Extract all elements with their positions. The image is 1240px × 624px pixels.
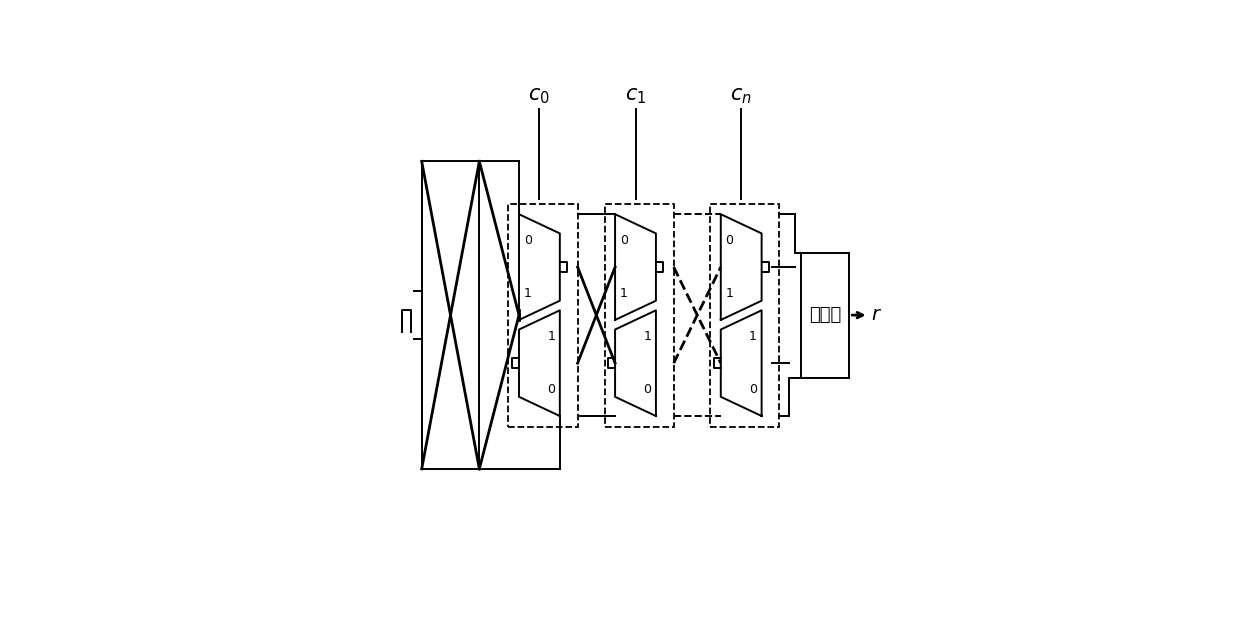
Text: $c_n$: $c_n$ [730, 87, 753, 106]
Bar [422, 162, 480, 469]
Text: $c_0$: $c_0$ [528, 87, 551, 106]
Text: 1: 1 [749, 330, 756, 343]
Bar [711, 203, 780, 427]
Text: 仒裁器: 仒裁器 [810, 306, 842, 324]
Text: 1: 1 [644, 330, 651, 343]
Text: 0: 0 [523, 234, 532, 247]
Text: 1: 1 [725, 287, 733, 300]
Text: 1: 1 [547, 330, 556, 343]
Text: 0: 0 [547, 383, 556, 396]
Bar [508, 203, 578, 427]
Text: 0: 0 [725, 234, 733, 247]
Text: $c_1$: $c_1$ [625, 87, 646, 106]
Bar [605, 203, 673, 427]
Text: 1: 1 [523, 287, 532, 300]
Text: $r$: $r$ [870, 306, 882, 324]
Text: 1: 1 [620, 287, 627, 300]
Text: 0: 0 [749, 383, 756, 396]
Text: 0: 0 [620, 234, 627, 247]
Bar [801, 253, 849, 378]
Text: 0: 0 [644, 383, 651, 396]
